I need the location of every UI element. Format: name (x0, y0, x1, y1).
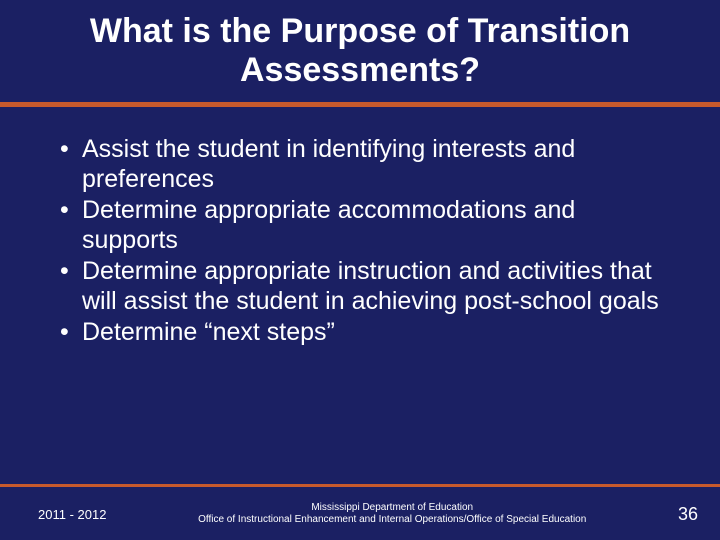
slide-title: What is the Purpose of Transition Assess… (30, 12, 690, 90)
list-item: Determine appropriate accommodations and… (60, 196, 672, 255)
footer-year: 2011 - 2012 (38, 507, 106, 522)
list-item: Assist the student in identifying intere… (60, 135, 672, 194)
footer-org-line1: Mississippi Department of Education (118, 502, 666, 515)
list-item: Determine appropriate instruction and ac… (60, 257, 672, 316)
footer-org-line2: Office of Instructional Enhancement and … (118, 514, 666, 527)
body-area: Assist the student in identifying intere… (0, 107, 720, 348)
title-area: What is the Purpose of Transition Assess… (0, 0, 720, 102)
footer-org: Mississippi Department of Education Offi… (106, 502, 678, 527)
bullet-list: Assist the student in identifying intere… (60, 135, 672, 348)
footer-row: 2011 - 2012 Mississippi Department of Ed… (0, 487, 720, 535)
slide: What is the Purpose of Transition Assess… (0, 0, 720, 540)
slide-number: 36 (678, 504, 698, 525)
footer: 2011 - 2012 Mississippi Department of Ed… (0, 484, 720, 540)
list-item: Determine “next steps” (60, 318, 672, 348)
